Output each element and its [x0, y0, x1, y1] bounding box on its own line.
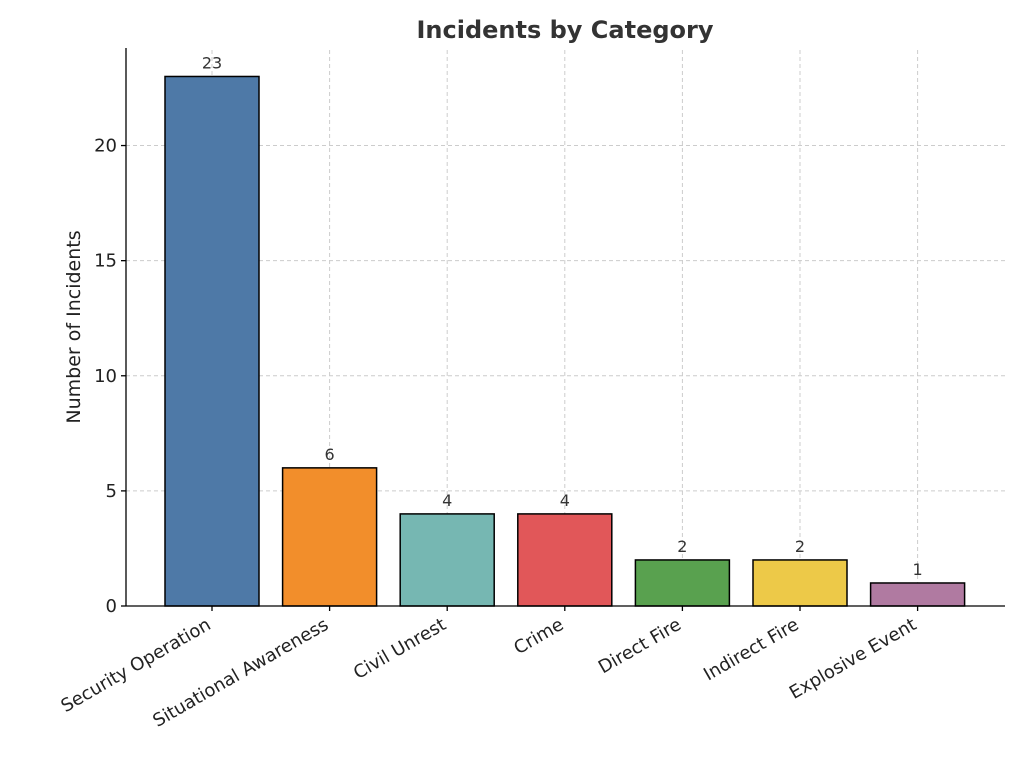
bar-direct-fire: [634, 559, 731, 607]
chart-title: Incidents by Category: [416, 16, 713, 44]
bar-security-operation: [164, 75, 260, 607]
bar-explosive-event: [869, 582, 966, 607]
data-label: 2: [795, 537, 805, 556]
x-tick-label: Direct Fire: [595, 614, 685, 678]
data-labels: 23 6 4 4 2 2 1: [202, 53, 923, 579]
bar-indirect-fire: [752, 559, 848, 607]
y-axis-label: Number of Incidents: [63, 230, 85, 423]
bar-situational-awareness: [281, 467, 378, 607]
bar-crime: [517, 513, 613, 607]
x-tick-label: Explosive Event: [786, 614, 920, 704]
y-tick-label: 20: [94, 136, 117, 157]
bar-civil-unrest: [399, 513, 495, 607]
y-axis-ticks: 0 5 10 15 20: [94, 136, 126, 617]
y-tick-label: 0: [106, 596, 117, 617]
y-tick-label: 15: [94, 251, 117, 272]
y-tick-label: 5: [106, 481, 117, 502]
x-tick-label: Crime: [510, 614, 567, 659]
data-label: 6: [325, 445, 335, 464]
y-tick-label: 10: [94, 366, 117, 387]
data-label: 23: [202, 53, 222, 72]
bars: [164, 75, 966, 607]
data-label: 1: [913, 560, 923, 579]
data-label: 2: [677, 537, 687, 556]
data-label: 4: [442, 491, 452, 510]
x-tick-label: Civil Unrest: [350, 614, 450, 684]
data-label: 4: [560, 491, 570, 510]
x-tick-label: Indirect Fire: [700, 614, 802, 685]
